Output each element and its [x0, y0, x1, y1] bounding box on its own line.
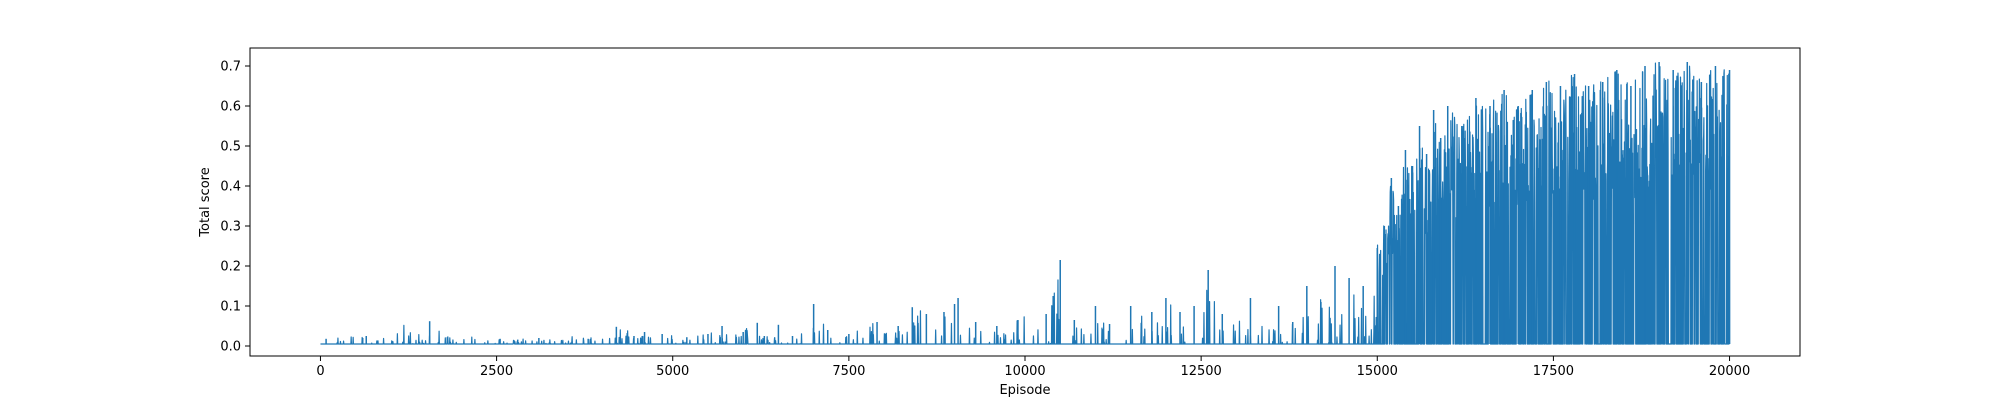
- series-line-total-score: [320, 62, 1731, 345]
- x-tick-label: 15000: [1357, 364, 1398, 379]
- y-tick-label: 0.1: [220, 300, 241, 315]
- x-axis-ticks: 0 2500 5000 7500 10000 12500 15000 17500 20000: [316, 356, 1750, 379]
- y-tick-label: 0.3: [220, 220, 241, 235]
- y-tick-label: 0.0: [220, 340, 241, 355]
- y-tick-label: 0.5: [220, 140, 241, 155]
- x-tick-label: 0: [316, 364, 324, 379]
- x-tick-label: 12500: [1180, 364, 1221, 379]
- y-axis-label: Total score: [198, 167, 213, 237]
- x-tick-label: 20000: [1709, 364, 1750, 379]
- y-tick-label: 0.6: [220, 100, 241, 115]
- x-axis-label: Episode: [999, 383, 1050, 398]
- y-tick-label: 0.7: [220, 60, 241, 75]
- x-tick-label: 17500: [1533, 364, 1574, 379]
- series-layer: [320, 62, 1731, 345]
- x-tick-label: 2500: [480, 364, 513, 379]
- y-axis-ticks: 0.0 0.1 0.2 0.3 0.4 0.5 0.6 0.7: [220, 60, 250, 355]
- y-tick-label: 0.4: [220, 180, 241, 195]
- x-tick-label: 10000: [1004, 364, 1045, 379]
- y-tick-label: 0.2: [220, 260, 241, 275]
- x-tick-label: 7500: [832, 364, 865, 379]
- x-tick-label: 5000: [656, 364, 689, 379]
